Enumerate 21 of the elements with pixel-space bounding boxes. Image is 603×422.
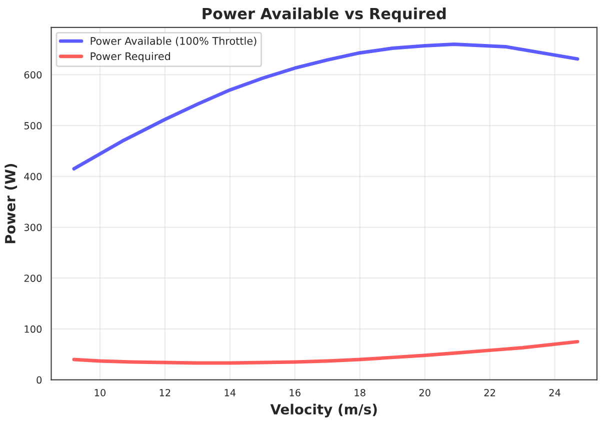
y-tick-label: 600 [24,71,42,79]
x-tick-label: 10 [94,389,106,396]
x-tick-label: 22 [484,389,495,396]
chart-title: Power Available vs Required [202,7,446,22]
x-tick-label: 16 [290,389,300,396]
x-axis-title: Velocity (m/s) [270,404,377,418]
legend-label: Power Required [90,52,170,62]
y-tick-label: 400 [24,172,42,180]
line-series [72,340,580,365]
x-tick-label: 18 [354,389,366,396]
legend-label: Power Available (100% Throttle) [90,36,256,46]
x-tick-label: 20 [419,389,430,396]
y-tick-label: 300 [24,224,42,232]
y-tick-label: 100 [24,325,42,333]
x-tick-label: 14 [224,389,236,396]
y-tick-label: 500 [24,122,42,130]
y-axis-title: Power (W) [4,164,18,244]
x-tick-label: 12 [160,389,170,396]
x-tick-label: 24 [549,389,560,396]
y-tick-label: 0 [36,376,42,384]
y-tick-label: 200 [24,274,42,282]
